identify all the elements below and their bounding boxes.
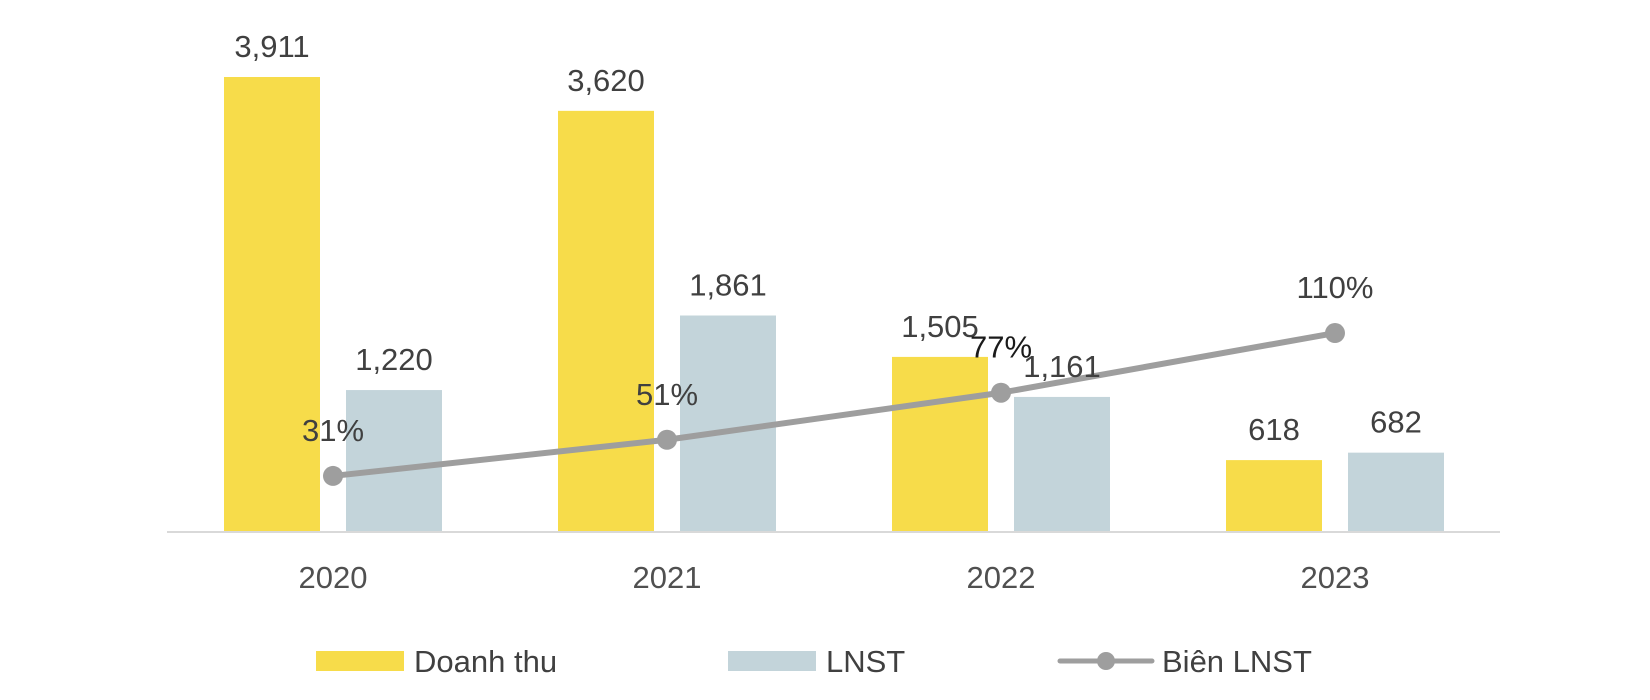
legend-item-doanh-thu: Doanh thu [316,644,557,679]
labels-group: 3,911 1,220 3,620 1,861 1,505 1,161 618 682 31% 5… [234,29,1422,448]
bar-doanh-thu-2021 [558,110,654,532]
x-tick-labels: 2020 2021 2022 2023 [299,560,1370,595]
point-bien-lnst-2021 [657,429,677,450]
bar-doanh-thu-2023 [1226,460,1322,532]
x-tick-2022: 2022 [967,560,1036,595]
data-label-bien-lnst-2021: 51% [636,377,698,412]
bar-lnst-2023 [1348,452,1444,532]
data-label-lnst-2021: 1,861 [689,267,767,302]
legend-label-bien-lnst: Biên LNST [1162,644,1312,679]
legend-label-doanh-thu: Doanh thu [414,644,557,679]
bar-doanh-thu-2022 [892,356,988,532]
bar-lnst-2022 [1014,396,1110,532]
legend-marker-bien-lnst [1097,652,1115,670]
data-label-bien-lnst-2020: 31% [302,413,364,448]
data-label-bien-lnst-2023: 110% [1297,270,1374,305]
data-label-lnst-2022: 1,161 [1023,349,1101,384]
x-tick-2023: 2023 [1301,560,1370,595]
point-bien-lnst-2020 [323,465,343,486]
legend-item-lnst: LNST [728,644,905,679]
x-tick-2021: 2021 [633,560,702,595]
data-label-doanh-thu-2021: 3,620 [567,63,645,98]
line-bien-lnst [330,330,1338,479]
bar-doanh-thu-2020 [224,77,320,532]
legend-item-bien-lnst: Biên LNST [1057,644,1312,679]
legend: Doanh thu LNST Biên LNST [316,644,1312,679]
data-label-doanh-thu-2020: 3,911 [234,29,309,64]
data-label-lnst-2023: 682 [1370,405,1422,440]
legend-swatch-doanh-thu [316,651,404,671]
point-bien-lnst-2023 [1325,323,1345,344]
data-label-lnst-2020: 1,220 [355,342,433,377]
line-series-group [323,323,1345,486]
legend-swatch-lnst [728,651,816,671]
data-label-doanh-thu-2022: 1,505 [901,309,979,344]
point-bien-lnst-2022 [991,382,1011,403]
data-label-bien-lnst-2022: 77% [970,330,1032,365]
bars-group [224,77,1444,532]
bar-lnst-2020 [346,390,442,532]
data-label-doanh-thu-2023: 618 [1248,412,1300,447]
x-tick-2020: 2020 [299,560,368,595]
legend-label-lnst: LNST [826,644,905,679]
